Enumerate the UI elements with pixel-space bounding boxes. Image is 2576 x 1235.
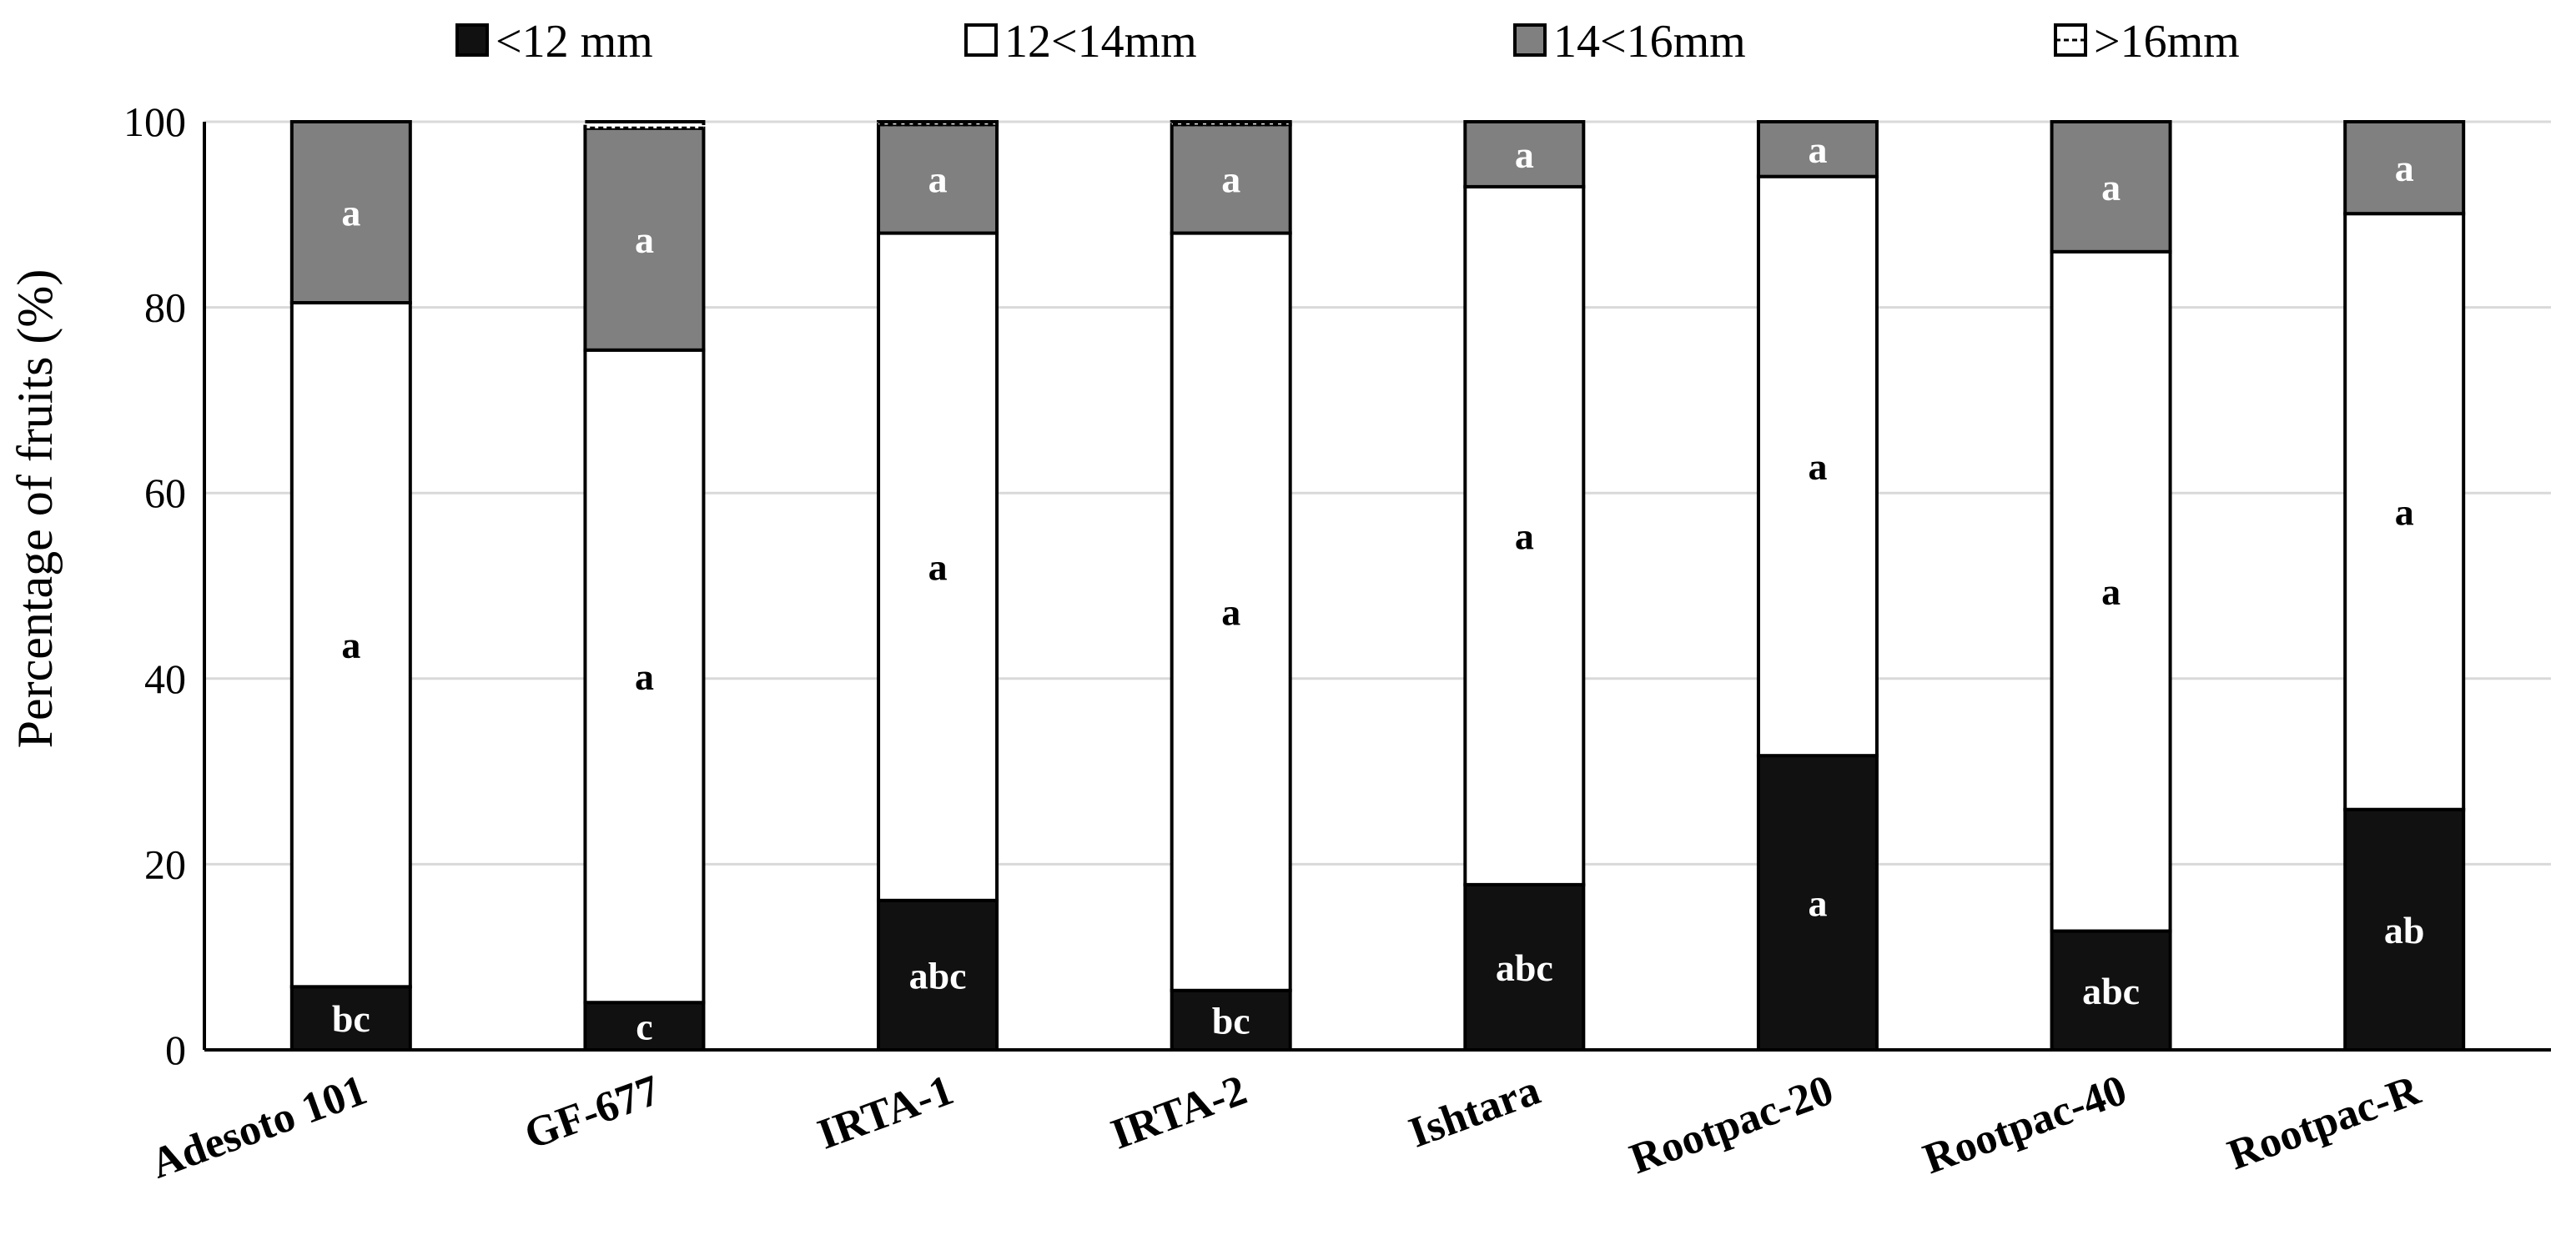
bar-segment [289, 301, 412, 989]
bar-segment-label: bc [332, 997, 370, 1040]
y-tick-label: 100 [123, 98, 186, 145]
bar-segment-label: a [1808, 882, 1827, 925]
x-category-label: IRTA-1 [812, 1067, 959, 1159]
bar-segment-label: a [341, 192, 360, 234]
gridlines [204, 120, 2551, 866]
bar-segment [2050, 249, 2172, 933]
x-category-label: IRTA-2 [1105, 1067, 1253, 1159]
legend-swatch [455, 23, 489, 57]
bar-segment [289, 985, 412, 1052]
bar-segment-label: abc [909, 954, 967, 997]
bar-segment [1463, 184, 1586, 886]
bar-segment [1463, 882, 1586, 1052]
bar-segment [2343, 212, 2466, 811]
x-category-label: Rootpac-40 [1917, 1067, 2132, 1183]
y-tick-label: 60 [144, 469, 186, 516]
bar-segment-label: a [928, 546, 948, 589]
bar-segment [877, 231, 999, 902]
x-category-label: Ishtara [1403, 1067, 1547, 1157]
legend-item: 14<16mm [1513, 16, 1746, 68]
bar-segment-label: a [2395, 490, 2414, 533]
x-category-labels: Adesoto 101 GF-677 IRTA-1 IRTA-2 Ishtara Root… [145, 1066, 2428, 1187]
axes [203, 122, 2551, 1052]
bar-segment-label: abc [1496, 946, 1553, 989]
bar-segment-label: abc [2082, 970, 2140, 1012]
bar-segment [877, 123, 999, 235]
legend: <12 mm 12<14mm 14<16mm >16mm [455, 16, 2240, 68]
x-category-label: Rootpac-20 [1624, 1067, 1839, 1183]
bar-segment [583, 348, 706, 1005]
x-category-label: Adesoto 101 [145, 1067, 373, 1188]
bar-segment [1170, 123, 1292, 235]
bar-segment [2050, 929, 2172, 1052]
bar-segment-label: a [1808, 445, 1827, 488]
bar-segment-label: a [1515, 515, 1534, 557]
legend-swatch [964, 23, 998, 57]
bar-segment-label: a [341, 624, 360, 666]
bar-segment [2343, 120, 2466, 216]
legend-label: 14<16mm [1553, 16, 1746, 68]
legend-item: >16mm [2054, 16, 2240, 68]
legend-label: 12<14mm [1004, 16, 1197, 68]
bar-segment [2343, 807, 2466, 1052]
legend-item: 12<14mm [964, 16, 1197, 68]
legend-swatch [1513, 23, 1547, 57]
bar-segment-label: a [2101, 570, 2121, 613]
y-tick-labels: 0 20 40 60 80 100 [123, 98, 186, 1073]
bar-segment-label: a [1221, 158, 1240, 200]
bar-segment-label: a [1808, 128, 1827, 171]
bar-segment [1170, 231, 1292, 992]
y-tick-label: 40 [144, 655, 186, 702]
y-axis-label: Percentage of fruits (%) [8, 269, 63, 749]
x-category-label: GF-677 [519, 1067, 667, 1159]
bar-segment-label: a [1515, 133, 1534, 176]
bar-segment-label: c [636, 1006, 652, 1048]
bar-segment-label: a [635, 655, 654, 698]
bar-segment [1170, 988, 1292, 1052]
bar-segment-label: a [635, 218, 654, 261]
y-tick-label: 20 [144, 841, 186, 887]
bar-segment-label: bc [1212, 999, 1250, 1042]
bar-segment [2050, 120, 2172, 254]
y-tick-label: 0 [165, 1027, 186, 1073]
bar-segment [583, 126, 706, 352]
x-category-label: Rootpac-R [2222, 1066, 2428, 1179]
bar-segment-label: a [2101, 166, 2121, 208]
bar-segment-label: a [1221, 591, 1240, 634]
bar-segment-label: a [2395, 147, 2414, 189]
legend-label: >16mm [2094, 16, 2240, 68]
legend-label: <12 mm [496, 16, 653, 68]
bar-segment-label: a [928, 158, 948, 200]
legend-item: <12 mm [455, 16, 653, 68]
bar-segment-label: ab [2384, 909, 2425, 951]
y-tick-label: 80 [144, 284, 186, 331]
